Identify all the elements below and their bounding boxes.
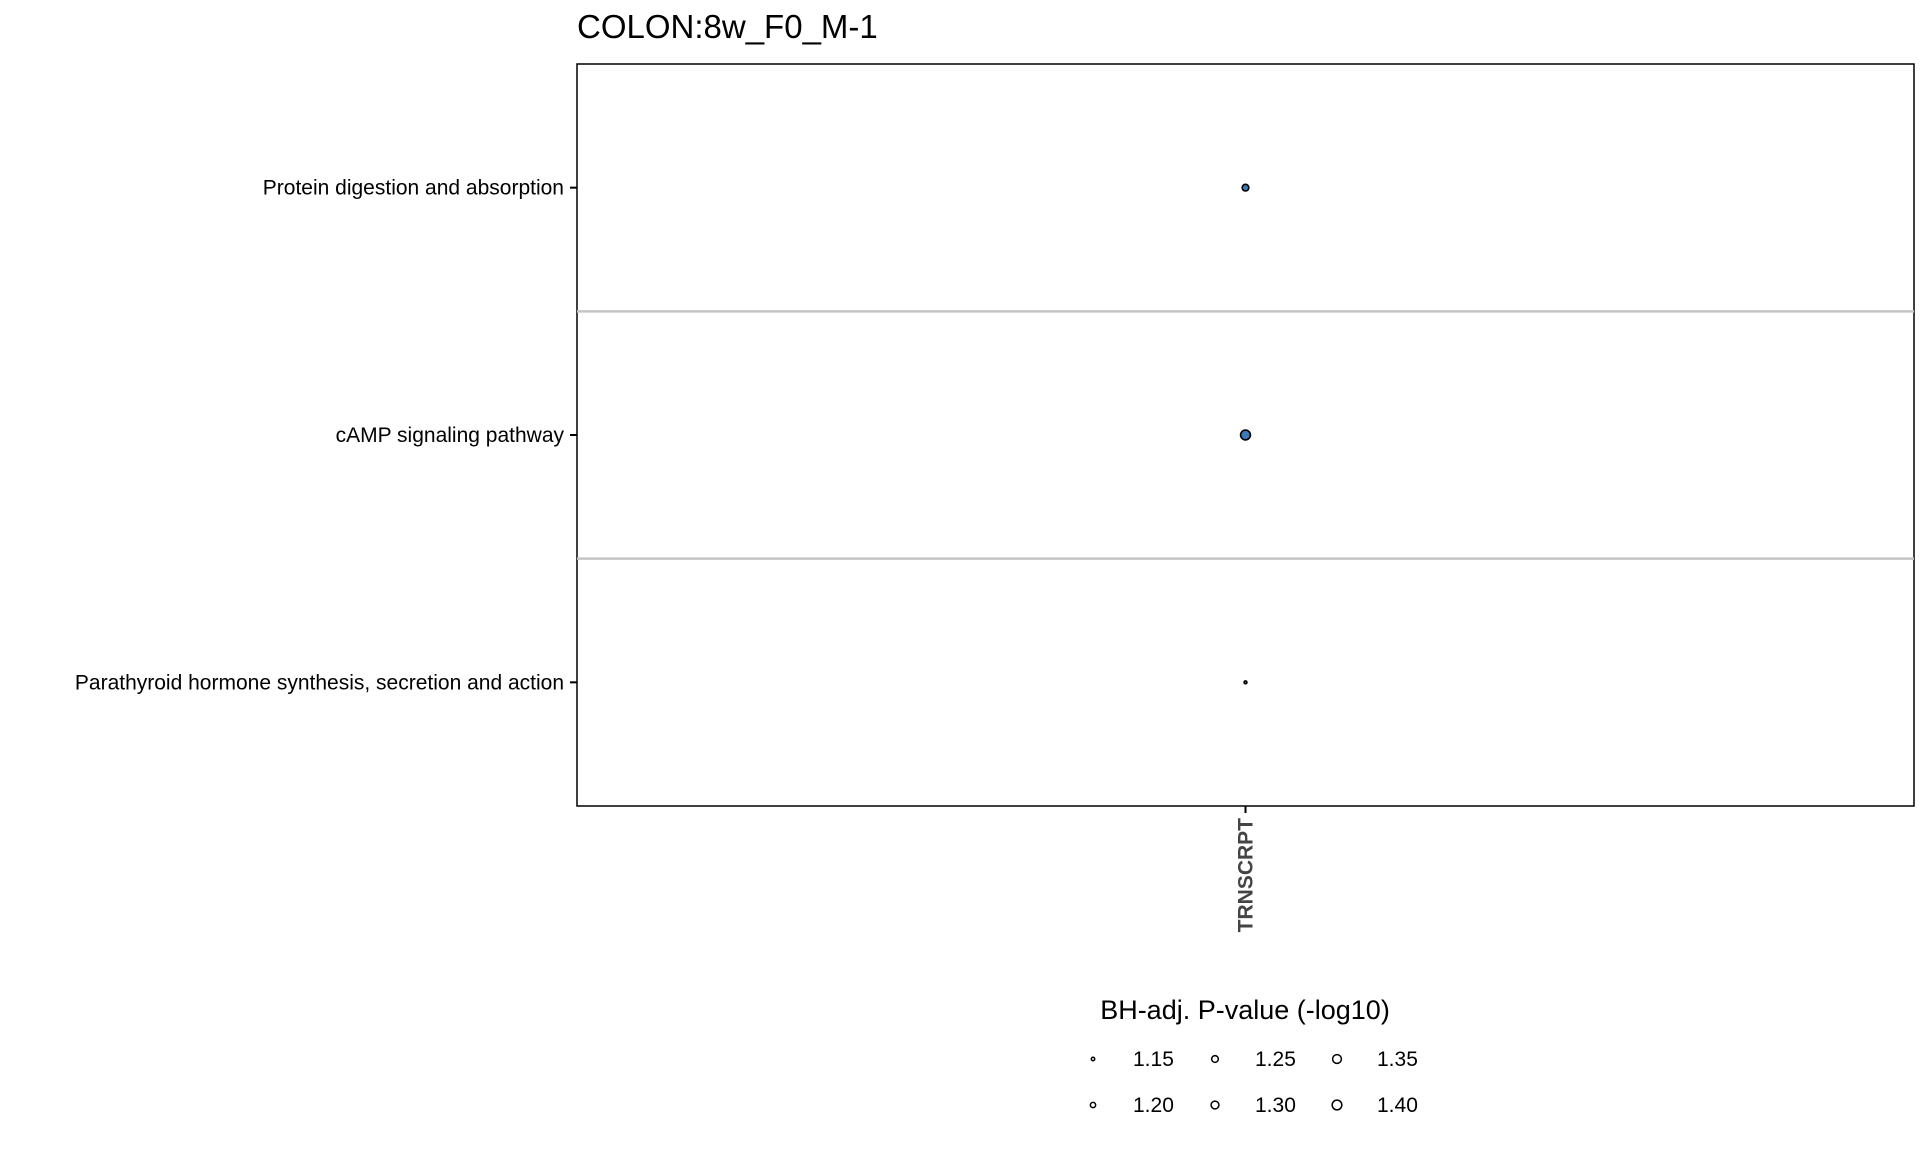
y-tick-label: Parathyroid hormone synthesis, secretion… bbox=[75, 671, 564, 694]
legend-key bbox=[1210, 1054, 1220, 1064]
y-tick-label: cAMP signaling pathway bbox=[336, 424, 565, 447]
legend-key bbox=[1331, 1099, 1343, 1111]
chart-title: COLON:8w_F0_M-1 bbox=[577, 8, 878, 45]
legend-label: 1.20 bbox=[1133, 1094, 1174, 1117]
data-point bbox=[1239, 429, 1252, 441]
legend-label: 1.30 bbox=[1255, 1094, 1296, 1117]
legend-items: 1.15 1.20 1.25 1.30 1.35 1.40 bbox=[1089, 1048, 1418, 1117]
legend-title: BH-adj. P-value (-log10) bbox=[1100, 995, 1390, 1025]
data-point bbox=[1243, 680, 1248, 685]
legend-label: 1.35 bbox=[1377, 1048, 1418, 1071]
legend-key bbox=[1089, 1101, 1097, 1109]
x-tick-label: TRNSCRPT bbox=[1235, 818, 1258, 933]
y-axis: Protein digestion and absorption cAMP sig… bbox=[75, 177, 577, 694]
y-tick-label: Protein digestion and absorption bbox=[263, 177, 564, 200]
data-point bbox=[1241, 183, 1250, 192]
size-legend: BH-adj. P-value (-log10) 1.15 1.20 1.25 1.3… bbox=[1089, 995, 1418, 1117]
legend-key bbox=[1090, 1056, 1096, 1062]
legend-key bbox=[1331, 1053, 1343, 1065]
row-separators bbox=[577, 310, 1914, 560]
legend-label: 1.40 bbox=[1377, 1094, 1418, 1117]
legend-label: 1.25 bbox=[1255, 1048, 1296, 1071]
legend-key bbox=[1210, 1100, 1220, 1110]
data-points bbox=[1239, 183, 1252, 685]
legend-label: 1.15 bbox=[1133, 1048, 1174, 1071]
x-axis: TRNSCRPT bbox=[1235, 806, 1258, 932]
